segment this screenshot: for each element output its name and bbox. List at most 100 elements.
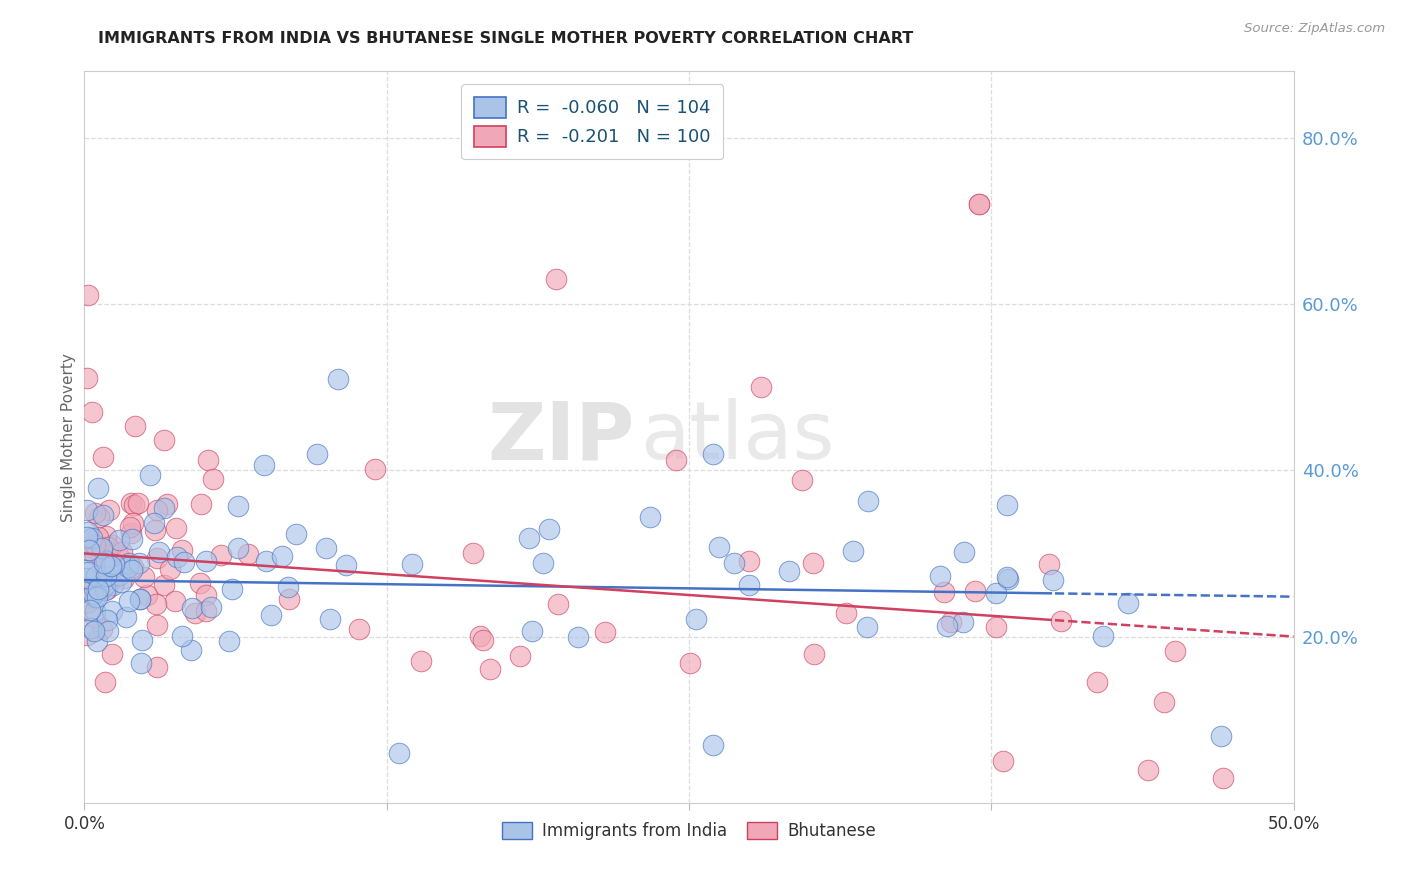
Point xyxy=(936,619,959,633)
Point xyxy=(77,565,100,579)
Point xyxy=(1209,729,1232,743)
Point xyxy=(96,569,118,583)
Point xyxy=(120,525,142,540)
Point xyxy=(96,554,118,568)
Point xyxy=(145,598,167,612)
Point xyxy=(94,553,117,567)
Point xyxy=(117,560,139,574)
Point xyxy=(94,529,117,543)
Point xyxy=(97,503,120,517)
Point xyxy=(315,541,337,556)
Point xyxy=(131,632,153,647)
Point xyxy=(271,549,294,563)
Point xyxy=(153,501,176,516)
Point xyxy=(79,621,101,635)
Text: atlas: atlas xyxy=(641,398,835,476)
Point xyxy=(76,503,98,517)
Point xyxy=(218,633,240,648)
Point xyxy=(547,598,569,612)
Point xyxy=(101,578,124,592)
Point xyxy=(170,542,193,557)
Point xyxy=(87,509,110,524)
Point xyxy=(277,580,299,594)
Point xyxy=(146,502,169,516)
Point xyxy=(76,370,98,384)
Point xyxy=(1116,596,1139,610)
Point xyxy=(929,568,952,582)
Point xyxy=(181,601,204,615)
Point xyxy=(93,508,115,522)
Point xyxy=(184,606,207,620)
Point xyxy=(1091,629,1114,643)
Point xyxy=(163,593,186,607)
Point xyxy=(118,594,141,608)
Point xyxy=(638,510,661,524)
Point xyxy=(738,554,761,568)
Point xyxy=(110,575,132,590)
Point xyxy=(751,380,773,394)
Point xyxy=(87,544,110,558)
Point xyxy=(520,624,543,638)
Point xyxy=(156,497,179,511)
Point xyxy=(1049,614,1071,628)
Point xyxy=(83,538,105,552)
Point xyxy=(347,622,370,636)
Point xyxy=(77,288,100,302)
Point xyxy=(856,620,879,634)
Point xyxy=(226,541,249,556)
Point xyxy=(194,588,217,602)
Point xyxy=(963,583,986,598)
Point xyxy=(803,647,825,661)
Point xyxy=(76,596,98,610)
Point xyxy=(111,545,134,559)
Point xyxy=(153,578,176,592)
Point xyxy=(478,661,501,675)
Point xyxy=(200,600,222,615)
Point xyxy=(97,540,120,554)
Point xyxy=(91,581,114,595)
Point xyxy=(148,545,170,559)
Point xyxy=(335,558,357,573)
Point xyxy=(90,623,112,637)
Point xyxy=(278,591,301,606)
Point xyxy=(76,591,98,606)
Point xyxy=(136,588,159,602)
Point xyxy=(86,591,108,605)
Point xyxy=(79,540,101,554)
Point xyxy=(858,494,880,508)
Point xyxy=(86,634,108,648)
Point xyxy=(86,582,108,597)
Point xyxy=(84,610,107,624)
Point xyxy=(952,615,974,629)
Point xyxy=(707,541,730,555)
Text: Source: ZipAtlas.com: Source: ZipAtlas.com xyxy=(1244,22,1385,36)
Point xyxy=(107,549,129,563)
Point xyxy=(143,523,166,537)
Point xyxy=(997,572,1019,586)
Point xyxy=(993,754,1015,768)
Point xyxy=(209,549,232,563)
Point xyxy=(91,450,114,465)
Point xyxy=(165,520,187,534)
Point xyxy=(738,578,761,592)
Point xyxy=(544,272,567,286)
Point xyxy=(120,520,142,534)
Point xyxy=(93,556,115,570)
Point xyxy=(84,549,107,563)
Point xyxy=(86,585,108,599)
Point xyxy=(146,617,169,632)
Point xyxy=(995,498,1018,512)
Point xyxy=(1042,574,1064,588)
Point xyxy=(932,585,955,599)
Point xyxy=(122,516,145,531)
Point xyxy=(89,574,111,589)
Point xyxy=(77,595,100,609)
Point xyxy=(96,613,118,627)
Text: IMMIGRANTS FROM INDIA VS BHUTANESE SINGLE MOTHER POVERTY CORRELATION CHART: IMMIGRANTS FROM INDIA VS BHUTANESE SINGL… xyxy=(98,31,914,46)
Point xyxy=(121,533,143,547)
Point xyxy=(1212,771,1234,785)
Point xyxy=(153,434,176,448)
Point xyxy=(228,499,250,513)
Point xyxy=(328,372,350,386)
Point xyxy=(100,647,122,661)
